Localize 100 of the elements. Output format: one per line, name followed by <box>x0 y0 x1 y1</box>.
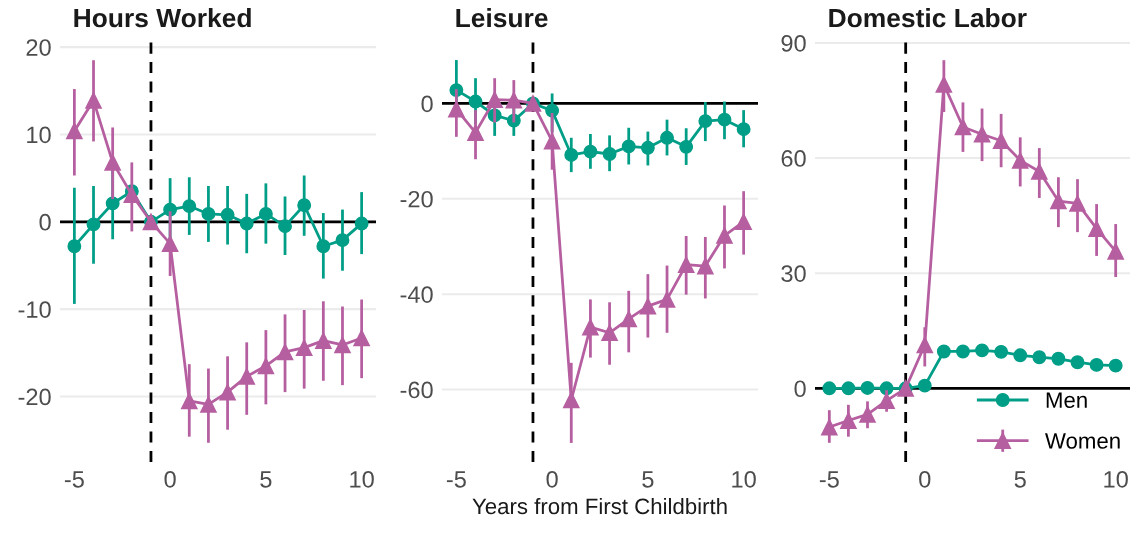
legend-label: Men <box>1046 392 1087 408</box>
point <box>1030 163 1048 180</box>
y-tick-label: 10 <box>27 126 51 144</box>
point <box>468 94 483 109</box>
y-tick-label: 0 <box>39 213 51 231</box>
point <box>448 100 465 118</box>
x-tick-label: 0 <box>164 470 176 488</box>
y-tick-label: 90 <box>781 34 806 52</box>
point <box>467 124 484 141</box>
x-tick-label: 10 <box>732 470 756 488</box>
point <box>698 114 713 129</box>
chart-title: Hours Worked <box>74 7 251 28</box>
point <box>239 216 254 231</box>
point <box>916 336 934 354</box>
point <box>620 310 638 328</box>
point <box>917 378 932 393</box>
x-tick-label: 0 <box>546 470 558 488</box>
x-tick-label: 0 <box>919 470 931 488</box>
point <box>180 392 198 410</box>
point <box>220 207 235 222</box>
point <box>486 91 504 108</box>
point <box>66 122 83 140</box>
point <box>658 291 676 308</box>
y-tick-label: -20 <box>400 190 433 208</box>
point <box>583 144 598 159</box>
point <box>238 368 256 385</box>
y-tick-label: -10 <box>18 301 51 318</box>
y-tick-label: -20 <box>18 388 51 406</box>
point <box>1089 357 1104 372</box>
x-tick-label: -5 <box>64 471 84 488</box>
point <box>219 383 236 401</box>
point <box>1013 348 1028 363</box>
point <box>105 196 120 211</box>
point <box>278 219 292 234</box>
point <box>936 344 951 359</box>
point <box>1011 152 1029 169</box>
point <box>201 206 216 221</box>
y-tick-label: 30 <box>781 265 806 282</box>
point <box>1107 242 1125 260</box>
y-tick-label: -40 <box>400 286 433 303</box>
point <box>85 92 102 109</box>
y-tick-label: 0 <box>794 380 806 398</box>
point <box>735 213 752 231</box>
point <box>992 132 1010 150</box>
point <box>820 418 838 436</box>
point <box>994 344 1009 359</box>
point <box>677 256 695 273</box>
point <box>859 406 876 423</box>
x-tick-label: 5 <box>260 471 272 488</box>
point <box>601 324 618 342</box>
point <box>679 139 694 154</box>
point <box>878 392 895 409</box>
y-tick-label: -60 <box>400 381 433 399</box>
point <box>1108 358 1123 373</box>
x-axis-title: Years from First Childbirth <box>472 497 727 515</box>
point <box>354 216 369 231</box>
point <box>841 381 856 396</box>
y-tick-label: 0 <box>421 95 433 113</box>
chart-title: Domestic Labor <box>829 7 1027 28</box>
point <box>257 357 275 375</box>
point <box>1069 195 1086 212</box>
point <box>182 199 197 214</box>
point <box>316 239 331 254</box>
point <box>123 186 141 204</box>
point <box>297 198 312 213</box>
point <box>935 76 953 93</box>
point <box>335 233 350 248</box>
x-tick-label: 5 <box>642 471 654 488</box>
point <box>1088 220 1105 237</box>
point <box>104 154 122 171</box>
x-tick-label: 10 <box>1104 470 1128 488</box>
point <box>822 381 837 396</box>
point <box>258 206 273 221</box>
point <box>314 332 332 349</box>
legend-label: Women <box>1045 433 1120 449</box>
point <box>840 412 857 429</box>
point <box>86 217 101 232</box>
point <box>543 132 561 150</box>
point <box>717 112 732 127</box>
point <box>276 343 294 361</box>
point <box>564 148 579 162</box>
point <box>696 257 714 275</box>
point <box>640 140 655 155</box>
point <box>736 122 751 137</box>
point <box>545 103 560 118</box>
point <box>602 147 617 161</box>
x-tick-label: -5 <box>819 471 839 488</box>
x-tick-label: -5 <box>446 471 466 488</box>
point <box>860 380 875 395</box>
point <box>67 239 82 254</box>
point <box>1051 351 1066 366</box>
x-tick-label: 10 <box>350 470 374 488</box>
point <box>1050 192 1067 210</box>
x-tick-label: 5 <box>1014 471 1026 488</box>
point <box>295 339 313 356</box>
point <box>200 396 217 413</box>
point <box>161 235 179 252</box>
point <box>660 130 674 145</box>
point <box>334 336 351 354</box>
y-tick-label: 60 <box>781 150 806 167</box>
